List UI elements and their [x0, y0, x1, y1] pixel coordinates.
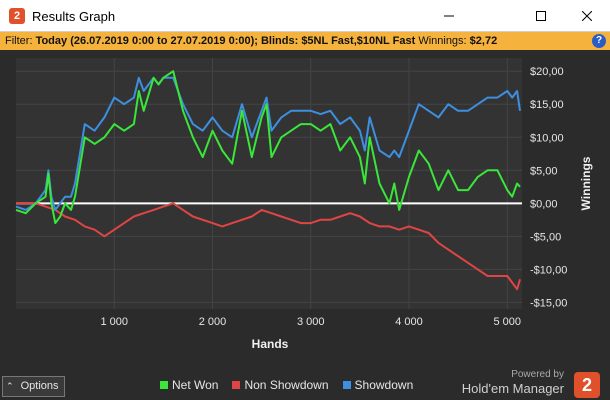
winnings-value: $2,72 — [469, 35, 498, 47]
winnings-label: Winnings: — [418, 35, 467, 47]
series-line-showdown — [15, 76, 521, 211]
filter-label: Filter: — [5, 35, 33, 47]
powered-by-text: Powered by — [511, 369, 564, 380]
legend-label-non-showdown: Non Showdown — [244, 378, 329, 392]
options-button[interactable]: ⌃ Options — [2, 376, 65, 397]
y-tick-label: $20,00 — [530, 66, 564, 78]
brand-name: Hold'em Manager — [461, 381, 564, 396]
close-icon — [582, 10, 592, 21]
maximize-icon — [536, 10, 546, 21]
filter-bar[interactable]: Filter: Today (26.07.2019 0:00 to 27.07.… — [0, 32, 610, 50]
legend-label-showdown: Showdown — [354, 378, 414, 392]
y-tick-label: -$10,00 — [530, 264, 567, 276]
legend-item-showdown[interactable]: Showdown — [342, 378, 414, 392]
legend-label-net-won: Net Won — [172, 378, 219, 392]
y-tick-label: $0,00 — [530, 198, 558, 210]
legend-swatch-showdown — [342, 381, 351, 389]
legend-swatch-non-showdown — [232, 381, 241, 389]
footer: ⌃ Options Net Won Non Showdown Showdown … — [0, 365, 610, 400]
legend-swatch-net-won — [160, 381, 168, 389]
brand-logo: 2 — [574, 372, 600, 398]
y-tick-label: $15,00 — [530, 99, 564, 111]
app-logo-icon: 2 — [9, 8, 25, 24]
plot-background — [16, 58, 522, 309]
x-axis-label: Hands — [252, 337, 289, 351]
minimize-icon — [444, 15, 454, 16]
legend-item-non-showdown[interactable]: Non Showdown — [232, 378, 329, 392]
close-button[interactable] — [564, 0, 610, 31]
legend-item-net-won[interactable]: Net Won — [160, 378, 218, 392]
y-tick-label: -$15,00 — [530, 297, 567, 309]
series-line-non-showdown — [16, 202, 521, 291]
results-graph: $20,00 $15,00 $10,00 $5,00 $0,00 -$5,00 -$10,0… — [0, 50, 610, 365]
y-tick-label: -$5,00 — [530, 231, 561, 243]
brand-block: Powered by Hold'em Manager 2 — [461, 369, 604, 399]
minimize-button[interactable] — [426, 0, 472, 31]
x-tick-label: 4 000 — [395, 316, 423, 328]
x-tick-label: 1 000 — [100, 316, 128, 328]
chart-legend: Net Won Non Showdown Showdown — [160, 378, 413, 392]
y-axis-label: Winnings — [579, 156, 593, 210]
x-tick-label: 2 000 — [199, 316, 227, 328]
y-tick-label: $10,00 — [530, 132, 564, 144]
window-title: Results Graph — [32, 9, 116, 24]
x-tick-label: 3 000 — [297, 316, 325, 328]
maximize-button[interactable] — [518, 0, 564, 31]
window-titlebar: 2 Results Graph — [0, 0, 610, 32]
y-tick-label: $5,00 — [530, 165, 558, 177]
help-icon[interactable]: ? — [592, 34, 606, 48]
filter-text: Today (26.07.2019 0:00 to 27.07.2019 0:0… — [35, 35, 416, 47]
chevron-up-icon: ⌃ — [6, 381, 14, 391]
x-tick-label: 5 000 — [493, 316, 521, 328]
options-label: Options — [20, 380, 59, 392]
results-chart: $20,00 $15,00 $10,00 $5,00 $0,00 -$5,00 -$10,0… — [15, 58, 593, 351]
series-line-net-won — [15, 70, 521, 225]
